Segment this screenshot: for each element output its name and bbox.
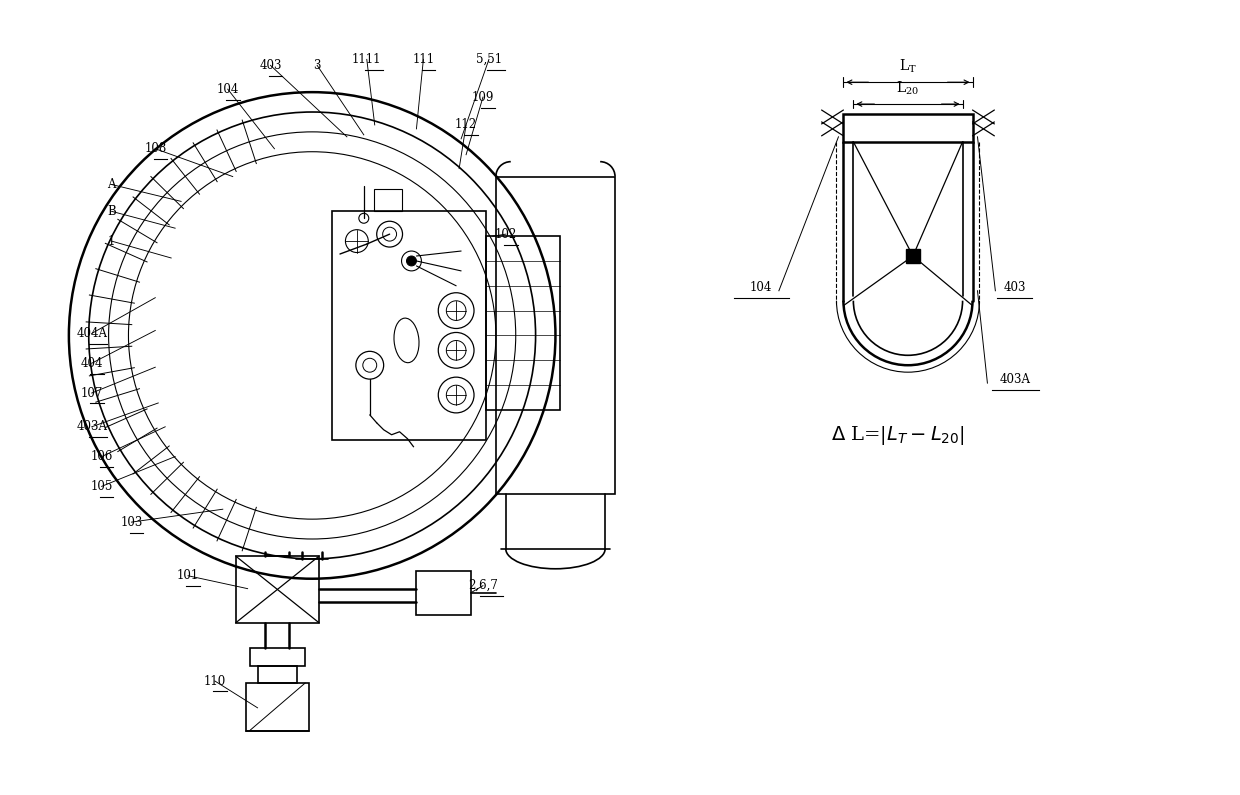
Bar	[249, 648, 305, 666]
Bar	[332, 211, 486, 440]
Text: 101: 101	[177, 569, 200, 582]
Text: 112: 112	[455, 118, 477, 131]
Text: 111: 111	[413, 53, 434, 66]
Text: 5,51: 5,51	[476, 53, 502, 66]
Bar	[258, 666, 298, 683]
Text: 2,6,7: 2,6,7	[467, 580, 498, 592]
Text: 105: 105	[91, 480, 113, 493]
Text: 403A: 403A	[999, 373, 1030, 386]
Text: $\Delta$ L=|$L_T-L_{20}$|: $\Delta$ L=|$L_T-L_{20}$|	[831, 424, 965, 447]
Bar	[373, 189, 402, 211]
Text: 104: 104	[750, 281, 773, 293]
Text: 1111: 1111	[352, 53, 382, 66]
Text: 403: 403	[259, 59, 281, 72]
Text: $\mathregular{L_T}$: $\mathregular{L_T}$	[899, 57, 916, 75]
Bar	[496, 176, 615, 494]
Circle shape	[407, 256, 417, 266]
Text: 403: 403	[1004, 281, 1027, 293]
Text: 403A: 403A	[76, 421, 107, 433]
Text: 404A: 404A	[76, 327, 107, 340]
Bar	[236, 556, 319, 622]
Text: B: B	[107, 205, 117, 218]
Text: $\mathregular{L_{20}}$: $\mathregular{L_{20}}$	[897, 80, 920, 96]
Text: 1: 1	[108, 235, 115, 247]
Bar	[417, 571, 471, 615]
Text: 3: 3	[314, 59, 321, 72]
Text: 106: 106	[91, 450, 113, 463]
Text: 103: 103	[120, 516, 143, 529]
Text: 110: 110	[203, 674, 226, 688]
Text: 404: 404	[81, 357, 103, 370]
Text: 104: 104	[217, 83, 239, 95]
Text: 108: 108	[144, 142, 166, 155]
Bar	[906, 249, 920, 263]
Text: 109: 109	[471, 91, 495, 103]
Text: 102: 102	[495, 227, 517, 241]
Bar	[246, 683, 309, 731]
Bar	[486, 236, 560, 410]
Text: 107: 107	[81, 386, 103, 400]
Text: A: A	[108, 178, 115, 191]
Bar	[843, 114, 972, 142]
